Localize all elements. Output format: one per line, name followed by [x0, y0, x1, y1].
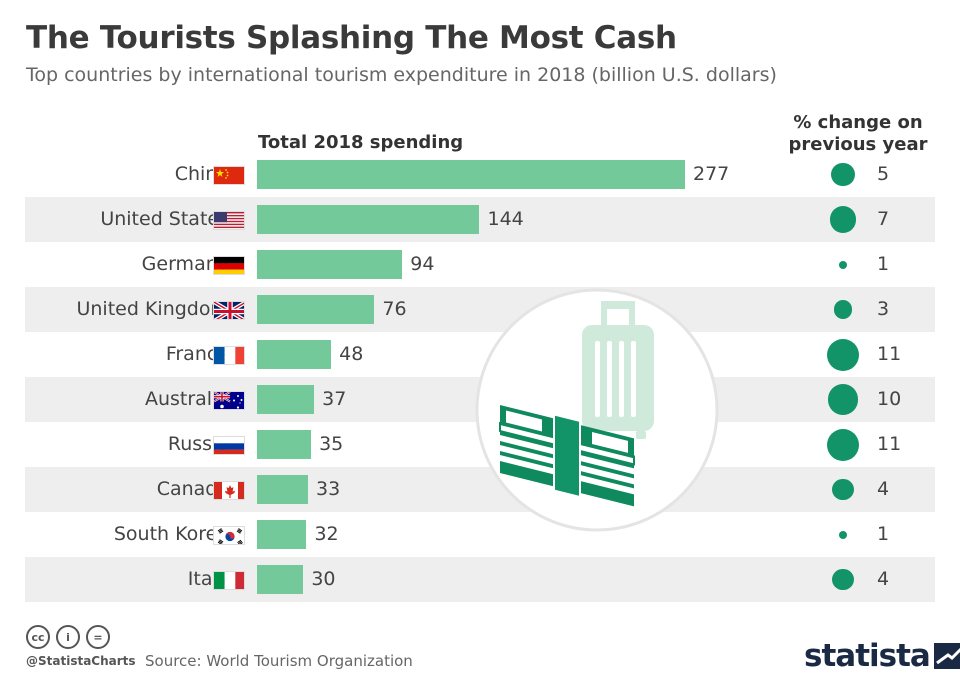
spending-bar [257, 295, 375, 324]
statista-logo: statista [804, 638, 960, 674]
change-dot [827, 428, 859, 461]
change-value-label: 1 [877, 523, 890, 545]
country-label: Germany [141, 253, 229, 275]
france-flag-icon [213, 346, 245, 365]
table-row: United Kingdom 76 3 [25, 287, 935, 332]
change-dot [829, 206, 857, 233]
social-handle: @StatistaCharts [26, 654, 136, 668]
change-dot [827, 384, 859, 415]
chart-subtitle: Top countries by international tourism e… [26, 64, 777, 86]
change-dot [831, 162, 855, 187]
spending-bar [257, 475, 308, 504]
south-korea-flag-icon [213, 526, 245, 545]
china-flag-icon [213, 166, 245, 185]
statista-logo-icon [933, 643, 960, 669]
spending-bar [257, 250, 403, 279]
change-value-label: 11 [877, 433, 902, 455]
spending-value-label: 37 [322, 388, 347, 410]
license-icons: cc i = [26, 625, 110, 649]
change-value-label: 4 [877, 568, 890, 590]
change-header-line1: % change on [793, 112, 923, 133]
spending-bar [257, 430, 312, 459]
usa-flag-icon [213, 211, 245, 230]
change-column-header: % change on previous year [778, 112, 938, 156]
spending-value-label: 30 [311, 568, 336, 590]
spending-value-label: 76 [382, 298, 407, 320]
spending-value-label: 48 [339, 343, 364, 365]
change-header-line2: previous year [788, 134, 928, 155]
chart-rows: China 277 5 United States 144 7 Germany 94 1 Unit… [25, 152, 935, 602]
change-value-label: 3 [877, 298, 890, 320]
suitcase-and-cash-icon [474, 287, 720, 533]
table-row: China 277 5 [25, 152, 935, 197]
brand-name: statista [804, 638, 931, 674]
spending-value-label: 94 [410, 253, 435, 275]
table-row: Italy 30 4 [25, 557, 935, 602]
change-value-label: 4 [877, 478, 890, 500]
table-row: Canada 33 4 [25, 467, 935, 512]
chart-title: The Tourists Splashing The Most Cash [26, 20, 677, 56]
source-note: Source: World Tourism Organization [145, 652, 413, 670]
change-value-label: 1 [877, 253, 890, 275]
spending-bar [257, 340, 332, 369]
table-row: United States 144 7 [25, 197, 935, 242]
spending-bar [257, 385, 315, 414]
country-label: United States [100, 208, 229, 230]
country-label: United Kingdom [76, 298, 229, 320]
change-value-label: 7 [877, 208, 890, 230]
spending-bar [257, 520, 307, 549]
spending-bar [257, 160, 685, 189]
change-value-label: 5 [877, 163, 890, 185]
spending-bar [257, 565, 304, 594]
change-dot [839, 260, 847, 269]
change-value-label: 10 [877, 388, 902, 410]
spending-value-label: 277 [693, 163, 730, 185]
change-dot [839, 530, 847, 539]
table-row: Germany 94 1 [25, 242, 935, 287]
country-label: Australia [144, 388, 229, 410]
russia-flag-icon [213, 436, 245, 455]
country-label: South Korea [113, 523, 229, 545]
table-row: France 48 11 [25, 332, 935, 377]
change-dot [833, 300, 853, 319]
spending-value-label: 32 [314, 523, 339, 545]
creative-commons-icon: cc [26, 625, 50, 649]
uk-flag-icon [213, 301, 245, 320]
germany-flag-icon [213, 256, 245, 275]
table-row: South Korea 32 1 [25, 512, 935, 557]
spending-bar [257, 205, 480, 234]
spending-value-label: 35 [319, 433, 344, 455]
spending-value-label: 33 [315, 478, 341, 500]
italy-flag-icon [213, 571, 245, 590]
table-row: Russia 35 11 [25, 422, 935, 467]
attribution-icon: i [56, 625, 80, 649]
australia-flag-icon [213, 391, 245, 410]
spending-column-header: Total 2018 spending [258, 132, 464, 153]
change-dot [832, 568, 854, 591]
country-label: Canada [156, 478, 229, 500]
change-dot [832, 478, 854, 501]
canada-flag-icon [213, 481, 245, 500]
change-value-label: 11 [877, 343, 902, 365]
change-dot [827, 338, 859, 371]
no-derivatives-icon: = [86, 625, 110, 649]
spending-value-label: 144 [487, 208, 524, 230]
